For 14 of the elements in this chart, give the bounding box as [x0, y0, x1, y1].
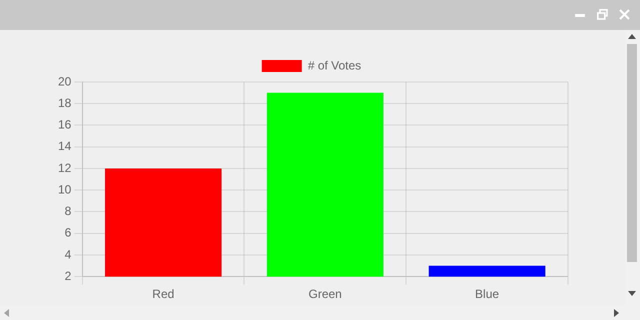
y-tick-label: 8 — [64, 204, 72, 218]
y-tick-label: 12 — [58, 160, 72, 175]
y-tick-label: 4 — [64, 247, 72, 262]
x-tick-label: Red — [152, 287, 174, 302]
y-tick-label: 18 — [58, 96, 72, 110]
x-tick-label: Blue — [475, 287, 500, 302]
y-tick-label: 20 — [58, 74, 72, 88]
legend-label: # of Votes — [308, 58, 362, 72]
y-tick-label: 10 — [58, 182, 72, 196]
x-tick-label: Green — [308, 287, 342, 302]
y-tick-label: 2 — [64, 268, 72, 283]
y-tick-label: 14 — [58, 139, 72, 154]
y-tick-label: 16 — [58, 118, 72, 132]
y-tick-label: 6 — [64, 226, 72, 240]
